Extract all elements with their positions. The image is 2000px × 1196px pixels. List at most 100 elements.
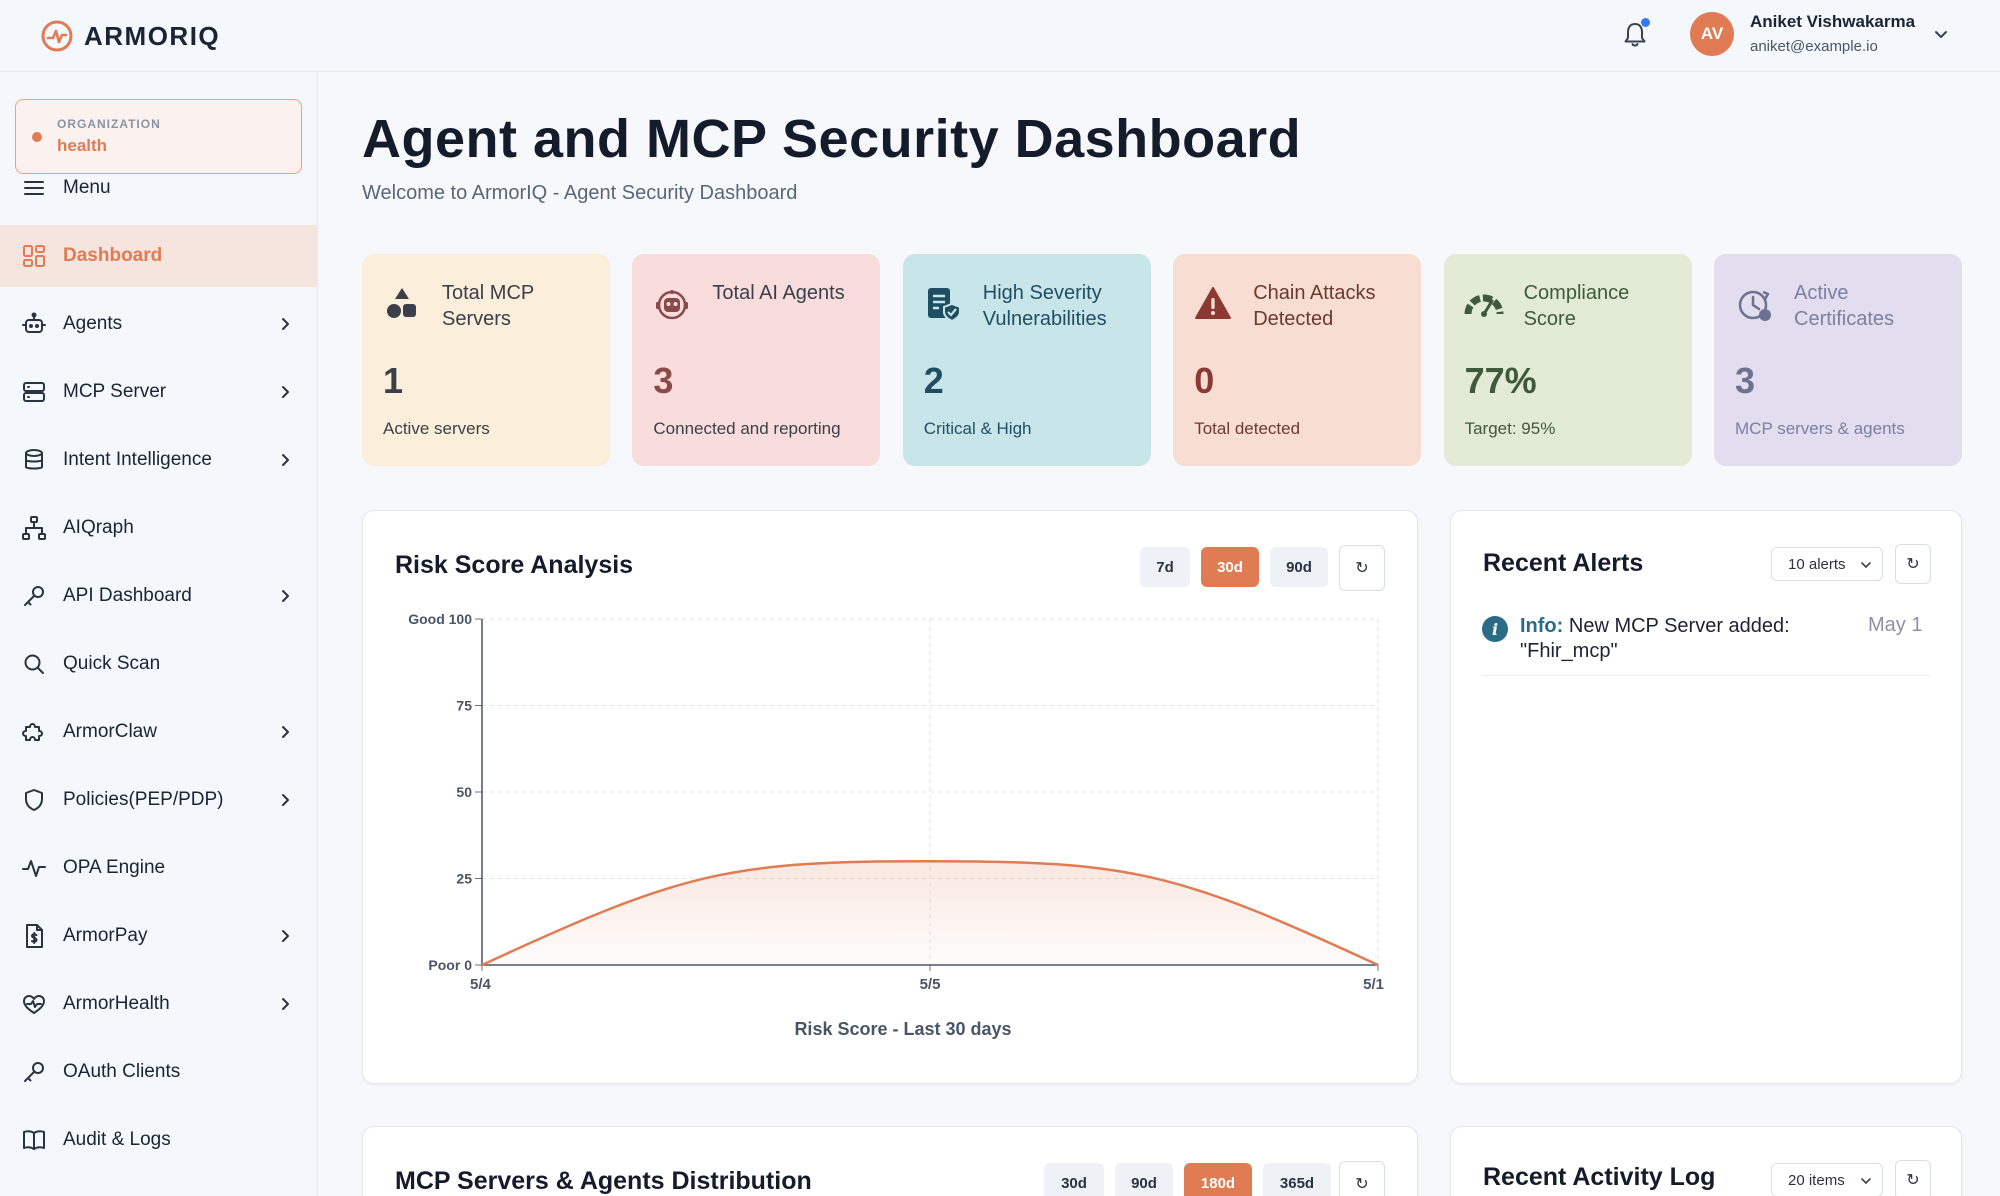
- stat-card-title: Chain Attacks Detected: [1253, 282, 1376, 330]
- activity-refresh-button[interactable]: ↻: [1895, 1160, 1931, 1196]
- risk-score-panel: Risk Score Analysis 7d 30d 90d ↻ Good 100 7…: [362, 510, 1418, 1084]
- sidebar-item-label: Audit & Logs: [63, 1129, 171, 1150]
- sidebar-item-policies-pep-pdp[interactable]: Policies(PEP/PDP): [0, 769, 318, 831]
- alerts-refresh-button[interactable]: ↻: [1895, 544, 1931, 584]
- sidebar-item-oauth-clients[interactable]: OAuth Clients: [0, 1041, 318, 1103]
- x-tick-label: 5/1: [1363, 976, 1384, 993]
- y-tick-label: Good 100: [408, 611, 472, 627]
- chevron-right-icon: [282, 454, 289, 466]
- stat-card-total-mcp-servers[interactable]: Total MCP Servers 1 Active servers: [362, 254, 610, 466]
- stat-card-value: 0: [1194, 360, 1215, 401]
- risk-score-title: Risk Score Analysis: [395, 551, 634, 579]
- stat-card-title: Active Certificates: [1794, 282, 1895, 330]
- risk-refresh-button[interactable]: ↻: [1339, 545, 1385, 591]
- logo[interactable]: ARMORIQ: [40, 16, 220, 56]
- risk-line: [481, 859, 1379, 967]
- stat-card-chain-attacks-detected[interactable]: Chain Attacks Detected 0 Total detected: [1173, 254, 1422, 466]
- activity-log-panel: Recent Activity Log 20 items ↻: [1450, 1126, 1962, 1196]
- stat-card-value: 3: [1735, 360, 1756, 401]
- sidebar-item-label: Intent Intelligence: [63, 449, 212, 470]
- risk-area: [482, 861, 1378, 965]
- sidebar-item-api-dashboard[interactable]: API Dashboard: [0, 565, 318, 627]
- avatar[interactable]: AV: [1690, 12, 1734, 56]
- menu-icon: [24, 181, 44, 195]
- range-pill-180d[interactable]: 180d: [1184, 1163, 1252, 1196]
- distribution-panel: MCP Servers & Agents Distribution 30d 90d…: [362, 1126, 1418, 1196]
- alerts-count-value: 10 alerts: [1788, 555, 1846, 573]
- sidebar-item-intent-intelligence[interactable]: Intent Intelligence: [0, 429, 318, 491]
- x-tick-label: 5/5: [920, 976, 941, 993]
- sidebar-item-quick-scan[interactable]: Quick Scan: [0, 633, 318, 695]
- recent-alerts-panel: Recent Alerts 10 alerts ↻: [1450, 510, 1962, 1084]
- stat-card-value: 2: [923, 360, 944, 401]
- activity-count-select[interactable]: 20 items: [1771, 1163, 1883, 1196]
- x-tick-label: 5/4: [470, 976, 492, 993]
- range-pill-90d[interactable]: 90d: [1270, 547, 1328, 587]
- organization-selector[interactable]: ORGANIZATION health: [15, 99, 302, 174]
- sidebar-item-label: ArmorClaw: [63, 721, 157, 742]
- sidebar: ORGANIZATION health Menu Dashboard Agents M…: [0, 72, 318, 1196]
- robot-icon: [22, 312, 46, 333]
- robot-icon: [656, 290, 689, 320]
- notifications-button[interactable]: [1618, 18, 1652, 52]
- server-icon: [23, 382, 45, 402]
- alert-kind: Info:: [1520, 615, 1564, 637]
- user-name[interactable]: Aniket Vishwakarma: [1750, 12, 1916, 31]
- sidebar-item-label: ArmorHealth: [63, 993, 170, 1014]
- sidebar-item-agents[interactable]: Agents: [0, 293, 318, 355]
- warning-icon: [1195, 287, 1232, 319]
- chevron-right-icon: [282, 386, 289, 398]
- chevron-down-icon[interactable]: [1930, 24, 1952, 46]
- chevron-right-icon: [282, 998, 289, 1010]
- stat-card-subtitle: Target: 95%: [1464, 419, 1556, 438]
- sidebar-item-aiqraph[interactable]: AIQraph: [0, 497, 318, 559]
- armoriq-logo-icon: [41, 20, 73, 52]
- y-tick-label: 50: [456, 784, 472, 800]
- organization-value: health: [57, 136, 108, 155]
- sidebar-item-mcp-server[interactable]: MCP Server: [0, 361, 318, 423]
- range-pill-365d[interactable]: 365d: [1263, 1163, 1331, 1196]
- document-dollar-icon: [26, 924, 43, 948]
- info-icon: i: [1482, 616, 1508, 642]
- alerts-count-select[interactable]: 10 alerts: [1771, 547, 1883, 581]
- distribution-refresh-button[interactable]: ↻: [1339, 1161, 1385, 1196]
- puzzle-icon: [22, 723, 43, 741]
- stat-card-value: 77%: [1464, 360, 1537, 401]
- x-axis-label: Risk Score - Last 30 days: [794, 1019, 1011, 1039]
- range-pill-30d[interactable]: 30d: [1201, 547, 1259, 587]
- stat-card-active-certificates[interactable]: Active Certificates 3 MCP servers & agents: [1714, 254, 1962, 466]
- range-pill-7d[interactable]: 7d: [1140, 547, 1190, 587]
- chevron-right-icon: [282, 590, 289, 602]
- book-icon: [23, 1130, 45, 1150]
- sidebar-item-audit-logs[interactable]: Audit & Logs: [0, 1109, 318, 1171]
- key-icon: [24, 586, 44, 606]
- sidebar-item-armorpay[interactable]: ArmorPay: [0, 905, 318, 967]
- shield-list-icon: [927, 288, 961, 323]
- stat-card-value: 1: [383, 360, 404, 401]
- stat-card-high-severity-vulnerabilities[interactable]: High Severity Vulnerabilities 2 Critical &…: [902, 254, 1151, 466]
- recent-alerts-title: Recent Alerts: [1483, 549, 1644, 577]
- range-pill-90d[interactable]: 90d: [1115, 1163, 1173, 1196]
- sidebar-item-label: MCP Server: [63, 381, 167, 402]
- stat-card-subtitle: Active servers: [383, 419, 490, 438]
- sidebar-item-armorclaw[interactable]: ArmorClaw: [0, 701, 318, 763]
- sidebar-item-dashboard[interactable]: Dashboard: [0, 225, 318, 287]
- chevron-right-icon: [282, 794, 289, 806]
- sidebar-item-label: OAuth Clients: [63, 1061, 181, 1082]
- sidebar-item-label: Agents: [63, 313, 123, 334]
- stat-card-total-ai-agents[interactable]: Total AI Agents 3 Connected and reporting: [632, 254, 881, 466]
- sidebar-item-armorhealth[interactable]: ArmorHealth: [0, 973, 318, 1035]
- range-pill-30d[interactable]: 30d: [1044, 1163, 1104, 1196]
- user-email: aniket@example.io: [1750, 38, 1878, 55]
- distribution-title: MCP Servers & Agents Distribution: [395, 1167, 812, 1195]
- sidebar-item-opa-engine[interactable]: OPA Engine: [0, 837, 318, 899]
- sidebar-item-menu[interactable]: Menu: [0, 157, 318, 219]
- stat-card-compliance-score[interactable]: Compliance Score 77% Target: 95%: [1443, 254, 1692, 466]
- alert-item[interactable]: i Info: New MCP Server added: "Fhir_mcp"…: [1482, 612, 1930, 676]
- heart-pulse-icon: [23, 995, 45, 1014]
- sidebar-item-label: API Dashboard: [63, 585, 192, 606]
- stat-card-subtitle: Connected and reporting: [653, 419, 841, 438]
- stat-card-title: Compliance Score: [1523, 282, 1630, 330]
- sidebar-item-label: AIQraph: [63, 517, 134, 538]
- sidebar-item-label: Dashboard: [63, 245, 163, 266]
